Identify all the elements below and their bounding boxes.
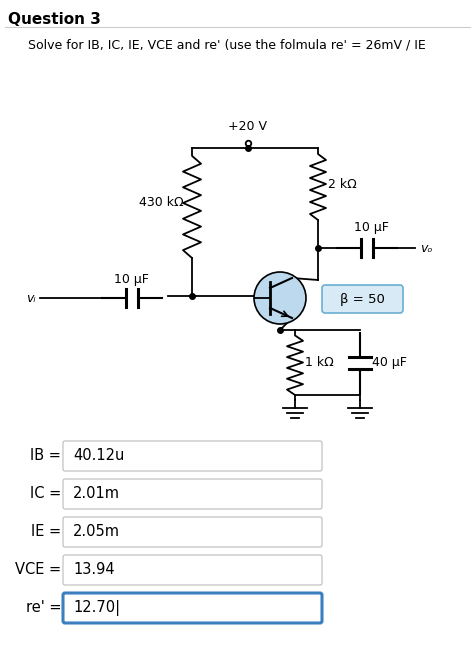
Text: 10 μF: 10 μF [354,221,389,234]
Text: vₒ: vₒ [420,242,433,255]
Text: 1 kΩ: 1 kΩ [305,356,334,369]
Text: IC =: IC = [30,486,61,502]
Text: 10 μF: 10 μF [114,273,149,286]
FancyBboxPatch shape [63,555,322,585]
Text: 2.01m: 2.01m [73,486,120,502]
Text: vᵢ: vᵢ [27,292,36,304]
Text: 40.12u: 40.12u [73,449,124,463]
Text: VCE =: VCE = [15,562,61,578]
FancyBboxPatch shape [63,517,322,547]
Circle shape [254,272,306,324]
Text: IE =: IE = [31,525,61,539]
Text: 12.70|: 12.70| [73,600,120,616]
Text: IB =: IB = [30,449,61,463]
Text: β = 50: β = 50 [340,292,384,306]
Text: 430 kΩ: 430 kΩ [139,197,184,209]
FancyBboxPatch shape [63,593,322,623]
Text: re' =: re' = [26,601,61,616]
Text: Solve for IB, IC, IE, VCE and re' (use the folmula re' = 26mV / IE: Solve for IB, IC, IE, VCE and re' (use t… [28,38,426,51]
Text: 13.94: 13.94 [73,562,114,578]
FancyBboxPatch shape [63,479,322,509]
Text: 2 kΩ: 2 kΩ [328,178,357,191]
Text: +20 V: +20 V [228,120,267,133]
FancyBboxPatch shape [63,441,322,471]
Text: Question 3: Question 3 [8,12,101,27]
Text: 2.05m: 2.05m [73,525,120,539]
Text: 40 μF: 40 μF [372,356,407,369]
FancyBboxPatch shape [322,285,403,313]
